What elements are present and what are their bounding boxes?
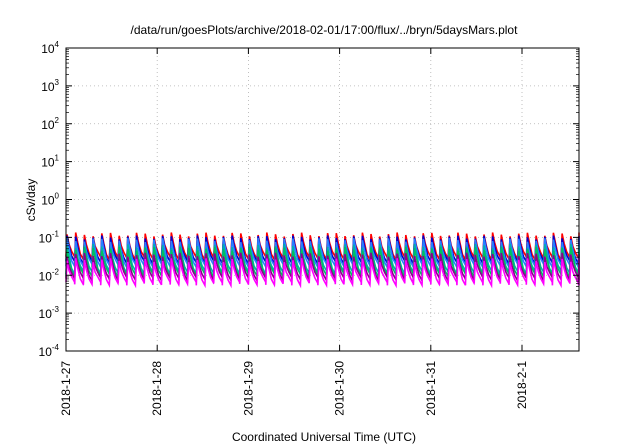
series-line: [65, 258, 580, 289]
y-tick-label: 10-4: [39, 343, 60, 359]
y-tick-label: 10-3: [39, 305, 60, 321]
y-tick-label: 103: [41, 78, 59, 94]
x-axis-ticks: 2018-1-27 2018-1-28 2018-1-29 2018-1-30 2018…: [59, 48, 529, 416]
x-tick-label: 2018-1-30: [333, 361, 347, 416]
x-tick-label: 2018-1-27: [59, 361, 73, 416]
y-axis-ticks: 104 103 102 101 100 10-1 10-2 10-3 10-4: [39, 40, 579, 359]
x-tick-label: 2018-2-1: [515, 361, 529, 409]
x-tick-label: 2018-1-28: [150, 361, 164, 416]
chart-title: /data/run/goesPlots/archive/2018-02-01/1…: [131, 23, 519, 37]
x-axis-label: Coordinated Universal Time (UTC): [232, 430, 416, 444]
y-tick-label: 104: [41, 40, 59, 56]
grid-lines: [66, 48, 579, 351]
x-tick-label: 2018-1-31: [424, 361, 438, 416]
series-group: [65, 232, 580, 289]
y-tick-label: 100: [41, 192, 59, 208]
x-tick-label: 2018-1-29: [241, 361, 255, 416]
y-tick-label: 102: [41, 116, 59, 132]
y-tick-label: 101: [41, 154, 59, 170]
y-tick-label: 10-1: [39, 229, 60, 245]
y-axis-label: cSv/day: [24, 179, 38, 222]
y-tick-label: 10-2: [39, 267, 60, 283]
